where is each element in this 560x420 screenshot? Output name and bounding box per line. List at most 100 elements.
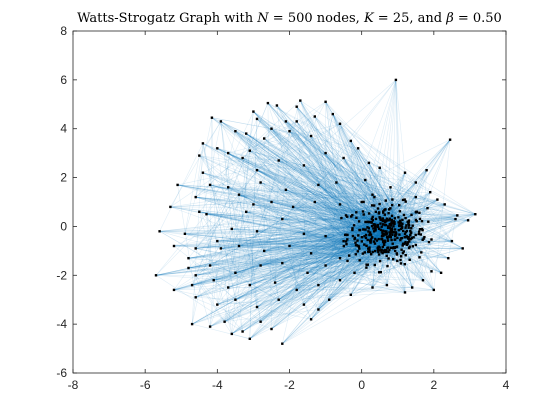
graph-edge <box>195 248 214 281</box>
graph-node <box>454 217 457 221</box>
graph-edge <box>311 239 395 254</box>
graph-node <box>338 203 342 206</box>
graph-edge <box>256 169 397 248</box>
graph-node <box>379 228 383 232</box>
graph-edge <box>173 201 364 291</box>
graph-edge <box>242 157 319 186</box>
graph-edge <box>260 182 410 247</box>
graph-node <box>396 236 399 240</box>
graph-edge <box>195 297 236 300</box>
graph-edge <box>209 182 261 327</box>
graph-edge <box>170 121 222 208</box>
graph-node <box>386 264 389 268</box>
graph-edge <box>256 169 379 240</box>
graph-node <box>368 233 371 237</box>
graph-edge <box>416 211 435 290</box>
graph-edge <box>217 79 397 305</box>
graph-edge <box>314 201 341 205</box>
graph-edge <box>325 223 381 266</box>
graph-edge <box>242 212 389 332</box>
graph-edge <box>343 240 374 242</box>
graph-edge <box>282 220 384 344</box>
graph-edge <box>249 304 305 340</box>
graph-edge <box>260 182 378 227</box>
graph-edge <box>199 155 404 254</box>
graph-node <box>309 318 313 321</box>
graph-edge <box>220 121 312 320</box>
graph-edge <box>231 241 406 335</box>
graph-node <box>390 231 393 234</box>
graph-node <box>414 218 418 222</box>
graph-edge <box>285 121 407 226</box>
x-axis: -8 -6 -4 -2 0 2 4 <box>68 31 510 392</box>
graph-edge <box>211 117 373 195</box>
graph-node <box>411 286 414 289</box>
graph-edge <box>231 216 352 230</box>
graph-node <box>358 247 361 250</box>
graph-edge <box>202 172 214 281</box>
graph-edge <box>347 199 438 217</box>
graph-edge <box>188 250 379 259</box>
graph-edge <box>343 245 383 248</box>
graph-edge <box>217 148 373 195</box>
graph-edge <box>195 123 341 198</box>
graph-edge <box>371 221 389 228</box>
graph-edge <box>253 111 380 230</box>
graph-edge <box>199 211 365 245</box>
graph-node <box>410 213 413 217</box>
graph-edge <box>195 117 213 198</box>
graph-edge <box>296 230 392 291</box>
graph-edge <box>282 262 319 310</box>
graph-node <box>404 216 407 220</box>
graph-node <box>401 222 404 225</box>
graph-node <box>154 274 158 277</box>
graph-node <box>380 218 383 221</box>
graph-node <box>371 219 374 222</box>
graph-edge <box>209 247 388 327</box>
graph-edge <box>285 121 376 227</box>
graph-node <box>376 207 380 210</box>
graph-edge <box>372 237 452 242</box>
graph-edge <box>260 258 389 266</box>
graph-edge <box>386 231 407 251</box>
graph-edge <box>256 169 319 186</box>
graph-edge <box>357 148 403 224</box>
graph-edge <box>345 215 410 261</box>
graph-edge <box>276 105 375 242</box>
graph-node <box>390 222 393 225</box>
graph-edge <box>365 179 445 205</box>
graph-edge <box>389 234 435 291</box>
graph-edge <box>289 245 379 248</box>
graph-node <box>313 115 316 118</box>
graph-node <box>194 195 197 199</box>
graph-edge <box>402 218 406 254</box>
graph-edge <box>400 225 402 261</box>
graph-edge <box>263 165 305 252</box>
graph-edge <box>296 213 380 291</box>
graph-edge <box>177 184 347 216</box>
graph-edge <box>256 212 380 308</box>
graph-edge <box>318 184 398 262</box>
graph-node <box>237 193 241 196</box>
graph-node <box>273 281 277 284</box>
graph-edge <box>289 245 297 290</box>
graph-edge <box>328 250 379 300</box>
graph-edge <box>191 297 196 325</box>
graph-edge <box>260 182 362 242</box>
graph-edge <box>253 111 376 244</box>
graph-edge <box>400 213 476 261</box>
graph-edge <box>346 216 413 288</box>
graph-node <box>474 213 477 216</box>
graph-node <box>374 226 377 229</box>
graph-edge <box>296 106 308 273</box>
graph-node <box>412 236 415 239</box>
graph-edge <box>354 251 387 274</box>
graph-edge <box>267 102 380 169</box>
graph-edge <box>173 253 363 291</box>
graph-edge <box>220 231 369 249</box>
graph-node <box>389 224 393 227</box>
graph-edge <box>199 155 247 212</box>
graph-edge <box>245 133 319 286</box>
graph-edge <box>267 103 272 330</box>
graph-edge <box>355 212 357 255</box>
